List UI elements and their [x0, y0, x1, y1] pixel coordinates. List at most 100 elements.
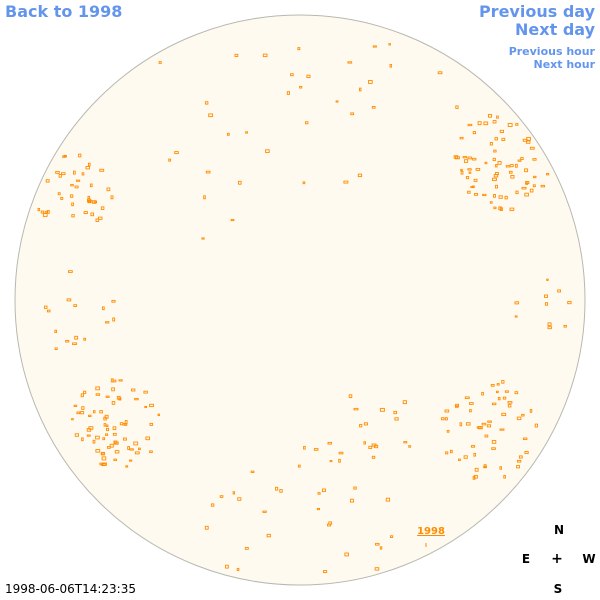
star-mark — [490, 384, 495, 387]
star-mark — [335, 100, 339, 103]
star-mark — [357, 173, 363, 178]
star-mark — [87, 198, 92, 203]
star-mark — [227, 132, 230, 136]
star-mark — [363, 422, 368, 426]
star-mark — [109, 443, 114, 448]
star-mark — [492, 157, 496, 162]
star-mark — [478, 426, 483, 430]
star-mark — [219, 495, 224, 498]
star-mark — [473, 452, 477, 457]
star-mark — [74, 433, 79, 437]
star-mark — [201, 237, 205, 240]
star-mark — [471, 157, 477, 161]
star-mark — [316, 507, 320, 511]
star-mark — [40, 210, 44, 214]
star-mark — [134, 451, 140, 455]
star-mark — [93, 200, 98, 204]
star-mark — [521, 186, 527, 190]
star-mark — [95, 393, 101, 396]
year-marker-label[interactable]: 1998 — [417, 526, 445, 537]
star-mark — [100, 206, 105, 210]
star-mark — [533, 175, 537, 179]
star-mark — [88, 426, 94, 430]
star-mark — [92, 439, 96, 444]
star-mark — [468, 171, 472, 174]
star-mark — [88, 162, 91, 167]
star-mark — [371, 106, 376, 109]
previous-hour-link[interactable]: Previous hour — [508, 45, 595, 58]
star-mark — [78, 153, 82, 158]
star-mark — [472, 476, 476, 480]
star-mark — [111, 401, 116, 405]
star-mark — [507, 404, 512, 408]
star-mark — [460, 171, 464, 175]
star-mark — [83, 390, 87, 394]
star-mark — [460, 168, 463, 172]
star-mark — [47, 309, 51, 313]
star-mark — [297, 464, 301, 468]
previous-day-link[interactable]: Previous day — [478, 2, 595, 21]
star-mark — [111, 299, 116, 303]
sky-disk — [14, 14, 586, 586]
star-mark — [524, 168, 529, 173]
star-mark — [474, 467, 479, 472]
star-mark — [100, 452, 104, 456]
star-mark — [498, 195, 503, 199]
star-mark — [515, 190, 519, 195]
star-mark — [65, 340, 70, 343]
star-mark — [99, 410, 103, 414]
star-mark — [302, 181, 306, 185]
star-mark — [70, 183, 74, 187]
star-mark — [529, 409, 533, 413]
star-mark — [445, 451, 449, 455]
star-mark — [105, 424, 109, 427]
star-mark — [514, 315, 518, 318]
star-mark — [124, 420, 128, 424]
star-mark — [467, 156, 472, 160]
star-mark — [482, 193, 487, 197]
star-mark — [469, 402, 474, 405]
star-mark — [408, 445, 412, 448]
star-mark — [359, 423, 363, 428]
next-hour-link[interactable]: Next hour — [533, 58, 596, 71]
star-mark — [234, 53, 239, 57]
star-mark — [303, 445, 306, 450]
star-mark — [275, 486, 279, 491]
star-mark — [71, 202, 74, 207]
star-mark — [368, 80, 373, 84]
star-mark — [344, 552, 349, 557]
star-mark — [446, 429, 450, 433]
next-day-link[interactable]: Next day — [515, 20, 595, 39]
star-mark — [73, 304, 78, 307]
star-mark — [540, 184, 546, 188]
star-mark — [359, 87, 362, 92]
star-mark — [110, 378, 114, 383]
star-mark — [305, 121, 309, 125]
star-mark — [473, 178, 478, 182]
star-mark — [524, 192, 529, 197]
star-mark — [157, 413, 160, 417]
star-mark — [379, 407, 385, 412]
star-mark — [379, 546, 383, 550]
star-mark — [521, 413, 525, 417]
star-mark — [507, 401, 513, 404]
star-mark — [306, 74, 311, 79]
star-mark — [113, 441, 119, 445]
star-mark — [143, 390, 148, 394]
star-mark — [455, 403, 459, 408]
star-mark — [55, 171, 60, 174]
star-mark — [459, 422, 463, 427]
star-mark — [371, 455, 376, 459]
star-mark — [489, 142, 493, 146]
star-mark — [75, 179, 81, 182]
back-to-year-link[interactable]: Back to 1998 — [5, 2, 123, 21]
star-mark — [402, 400, 407, 405]
star-mark — [347, 61, 353, 64]
star-mark — [133, 441, 139, 446]
star-mark — [498, 206, 502, 211]
star-mark — [46, 210, 50, 214]
star-mark — [145, 436, 150, 441]
star-mark — [475, 167, 481, 171]
star-mark — [110, 195, 114, 200]
star-mark — [544, 294, 548, 298]
